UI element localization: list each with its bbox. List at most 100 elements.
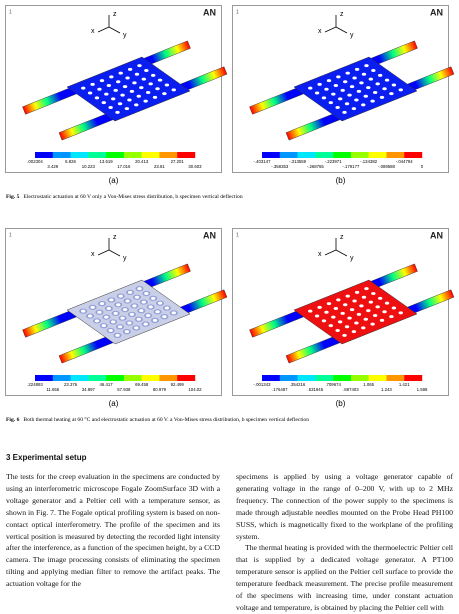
plate-hole <box>132 304 137 308</box>
colorbar-segment <box>333 375 352 381</box>
caption-text: Electrostatic actuation at 60 V only a V… <box>23 193 242 200</box>
legend-label: .176487 <box>272 387 288 392</box>
plate-hole <box>106 83 112 87</box>
plate-hole <box>104 315 109 319</box>
plate-hole <box>110 320 116 324</box>
plate-hole <box>326 79 332 83</box>
colorbar-segment <box>141 375 160 381</box>
plate-hole <box>379 318 385 322</box>
plate-hole <box>342 110 347 114</box>
legend-label: 1.598 <box>417 387 428 392</box>
legend-label: 80.979 <box>153 387 167 392</box>
plate-hole <box>157 78 163 82</box>
colorbar-segment <box>88 375 107 381</box>
caption-number: Fig. 6 <box>6 417 20 423</box>
legend-label: 17.016 <box>117 164 131 169</box>
plate-hole <box>137 64 142 68</box>
plate-hole <box>337 97 343 101</box>
logo: AN <box>203 7 216 17</box>
plate-hole <box>134 326 139 330</box>
legend-label: -.179177 <box>342 164 360 169</box>
plate-hole <box>113 88 118 92</box>
legend-label: .224893 <box>27 382 43 387</box>
legend-label: .354216 <box>290 382 306 387</box>
panel-label: (a) <box>109 176 119 185</box>
axis-line <box>324 249 337 256</box>
plate-hole <box>391 83 397 87</box>
colorbar-segment <box>262 375 280 381</box>
plate-hole <box>110 97 116 101</box>
plate-hole <box>120 93 125 97</box>
axis-label: x <box>91 251 95 258</box>
plate-hole <box>356 89 362 93</box>
plate-hole <box>113 311 118 315</box>
plate-hole <box>106 306 112 310</box>
plate-hole <box>382 87 387 91</box>
plate-hole <box>349 85 355 89</box>
colorbar-segment <box>279 375 298 381</box>
colorbar-segment <box>350 152 369 158</box>
plate-hole <box>150 73 156 77</box>
plate-hole <box>171 88 176 92</box>
colorbar-segment <box>35 375 53 381</box>
colorbar-segment <box>106 152 125 158</box>
logo: AN <box>430 7 443 17</box>
colorbar-segment <box>350 375 369 381</box>
plate-hole <box>162 315 167 319</box>
paragraph: The tests for the creep evaluation in th… <box>6 472 220 589</box>
colorbar-segment <box>159 375 178 381</box>
plate-hole <box>101 101 107 105</box>
plate-hole <box>333 306 339 310</box>
plate-hole <box>361 295 367 299</box>
legend-label: 1.421 <box>399 382 410 387</box>
window-number: 1 <box>236 9 239 15</box>
plate-hole <box>136 317 141 321</box>
plate-hole <box>317 305 322 309</box>
legend-label: .531945 <box>308 387 324 392</box>
plate-hole <box>336 75 341 79</box>
plate-hole <box>104 92 109 96</box>
plate-hole <box>81 309 86 313</box>
legend-label: -.134382 <box>360 159 378 164</box>
axis-triad: z x y <box>318 11 354 39</box>
axis-label: z <box>113 11 117 18</box>
plate-hole <box>90 305 95 309</box>
plate-hole <box>134 103 139 107</box>
colorbar-segment <box>386 152 405 158</box>
plate-hole <box>137 287 142 291</box>
plate-hole <box>116 80 121 84</box>
plate-hole <box>134 295 140 299</box>
plate-hole <box>354 67 360 71</box>
window-number: 1 <box>9 232 12 238</box>
colorbar-segment <box>70 152 89 158</box>
plate-hole <box>345 294 350 298</box>
plate-hole <box>90 82 95 86</box>
plate-hole <box>333 83 339 87</box>
axis-label: z <box>113 234 117 241</box>
colorbar-segment <box>279 152 298 158</box>
colorbar-segment <box>315 375 334 381</box>
plate-hole <box>125 299 130 303</box>
axis-label: x <box>318 251 322 258</box>
plate-hole <box>117 102 123 106</box>
plate-hole <box>116 303 121 307</box>
legend-label: 46.417 <box>100 382 114 387</box>
plate-hole <box>344 102 350 106</box>
logo: AN <box>203 230 216 240</box>
plate-hole <box>364 64 369 68</box>
plate-hole <box>157 301 163 305</box>
window-number: 1 <box>9 9 12 15</box>
legend-label: -.313559 <box>289 159 307 164</box>
colorbar-segment <box>297 152 316 158</box>
figure-panel: 1 AN z x y .002304 6.826 13.619 20.413 27.201 3.42… <box>5 5 228 185</box>
plate-hole <box>321 319 327 323</box>
logo: AN <box>430 230 443 240</box>
colorbar-segment <box>70 375 89 381</box>
colorbar-segment <box>52 375 71 381</box>
colorbar-segment <box>106 375 125 381</box>
colorbar-segment <box>262 152 280 158</box>
plate-hole <box>144 68 149 72</box>
legend-label: 1.065 <box>363 382 374 387</box>
colorbar-segment <box>368 375 387 381</box>
